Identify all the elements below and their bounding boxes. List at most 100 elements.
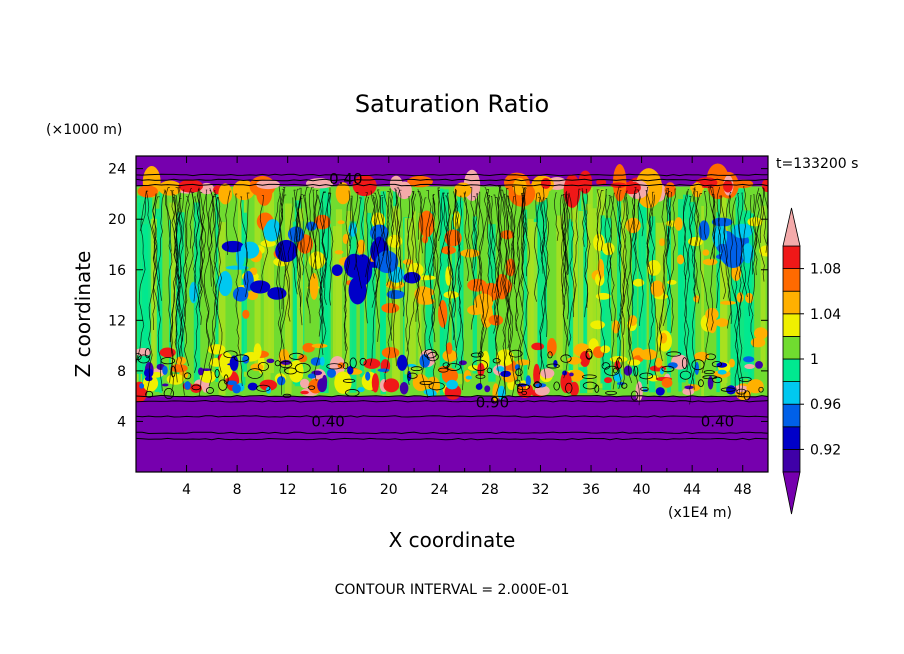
- contour-loop: [492, 358, 501, 364]
- field-plume: [335, 209, 343, 378]
- field-cell: [569, 372, 574, 377]
- contour-line: [625, 190, 634, 384]
- field-plume: [143, 194, 153, 377]
- field-cell: [419, 354, 430, 368]
- field-cell: [628, 315, 638, 326]
- field-cell: [743, 356, 755, 363]
- field-cell: [446, 379, 458, 390]
- contour-loop: [145, 390, 154, 398]
- contour-loop: [247, 368, 263, 379]
- field-cell: [674, 217, 683, 231]
- field-cell: [162, 365, 168, 376]
- field-cell: [218, 183, 233, 205]
- field-plume: [456, 200, 464, 374]
- field-cell: [682, 388, 695, 396]
- contour-line: [295, 188, 303, 326]
- x-tick-label: 48: [734, 482, 752, 498]
- contour-line: [417, 191, 423, 240]
- field-cell: [579, 350, 591, 367]
- colorbar-swatch: [782, 245, 801, 270]
- field-plume: [169, 202, 177, 373]
- contour-line: [762, 188, 768, 253]
- contour-loop: [691, 359, 705, 371]
- field-cell: [300, 390, 309, 395]
- contour-line: [622, 196, 640, 406]
- field-cell: [658, 238, 666, 247]
- field-cell: [337, 220, 345, 225]
- field-cell: [137, 185, 158, 198]
- field-plume: [730, 224, 739, 388]
- field-cell: [635, 168, 663, 209]
- field-plume: [677, 199, 686, 383]
- contour-line: [478, 191, 488, 361]
- field-cell: [500, 230, 514, 240]
- field-cell: [276, 376, 286, 386]
- field-cell: [371, 373, 379, 393]
- contour-line: [561, 193, 568, 379]
- contour-loop: [582, 381, 597, 390]
- field-cell: [320, 356, 325, 367]
- field-plume: [268, 188, 274, 374]
- field-cell: [170, 364, 188, 373]
- field-cell: [707, 314, 717, 334]
- y-tick-label: 20: [108, 212, 126, 228]
- contour-line: [662, 189, 671, 327]
- contour-line: [193, 189, 200, 302]
- field-cell: [280, 360, 292, 366]
- contour-loop: [257, 361, 269, 371]
- field-cell: [560, 371, 572, 393]
- contour-loop: [470, 352, 482, 358]
- field-cell: [190, 383, 202, 393]
- contour-line: [521, 187, 530, 277]
- contour-line: [582, 190, 585, 247]
- colorbar-label: 1: [810, 352, 819, 368]
- contour-label: 0.40: [311, 412, 344, 430]
- field-cell: [383, 378, 400, 393]
- y-axis-title: Z coordinate: [71, 251, 95, 378]
- field-cell: [488, 314, 504, 326]
- contour-loop: [342, 378, 356, 383]
- contour-loop: [533, 382, 542, 388]
- field-cell: [505, 258, 516, 277]
- contour-line: [498, 186, 510, 395]
- contour-line: [507, 186, 517, 363]
- contour-line: [328, 193, 334, 306]
- contour-loop: [163, 387, 174, 400]
- field-cell: [438, 300, 448, 328]
- field-plume: [379, 216, 386, 381]
- contour-line: [274, 186, 285, 395]
- x-tick-label: 16: [329, 482, 347, 498]
- field-plume: [718, 191, 721, 385]
- field-cell: [331, 264, 343, 277]
- field-cell: [540, 368, 555, 379]
- contour-loop: [295, 362, 311, 374]
- contour-line: [645, 187, 659, 380]
- field-plume: [412, 210, 416, 379]
- contour-line: [373, 189, 381, 342]
- field-plume: [621, 202, 626, 369]
- y-unit-label: (×1000 m): [46, 122, 122, 138]
- contour-line: [692, 188, 710, 374]
- contour-line: [343, 195, 354, 365]
- field-cell: [218, 352, 234, 379]
- contour-line: [452, 188, 457, 230]
- contour-line: [716, 186, 727, 300]
- contour-line: [361, 192, 368, 257]
- colorbar-under-arrow: [782, 471, 801, 515]
- colorbar-swatch: [782, 381, 801, 405]
- field-cell: [568, 369, 585, 382]
- field-cell: [139, 383, 145, 389]
- contour-line: [627, 187, 637, 348]
- plot-frame: [135, 155, 769, 473]
- field-plume: [688, 201, 696, 386]
- contour-loop: [191, 384, 201, 391]
- field-cell: [399, 381, 409, 395]
- field-cell: [731, 264, 742, 282]
- contour-loop: [585, 348, 593, 359]
- field-cell: [445, 342, 453, 355]
- contour-line: [370, 190, 375, 231]
- field-plume: [366, 212, 372, 369]
- contour-line: [199, 189, 208, 295]
- contour-loop: [478, 351, 484, 358]
- contour-line: [406, 191, 419, 352]
